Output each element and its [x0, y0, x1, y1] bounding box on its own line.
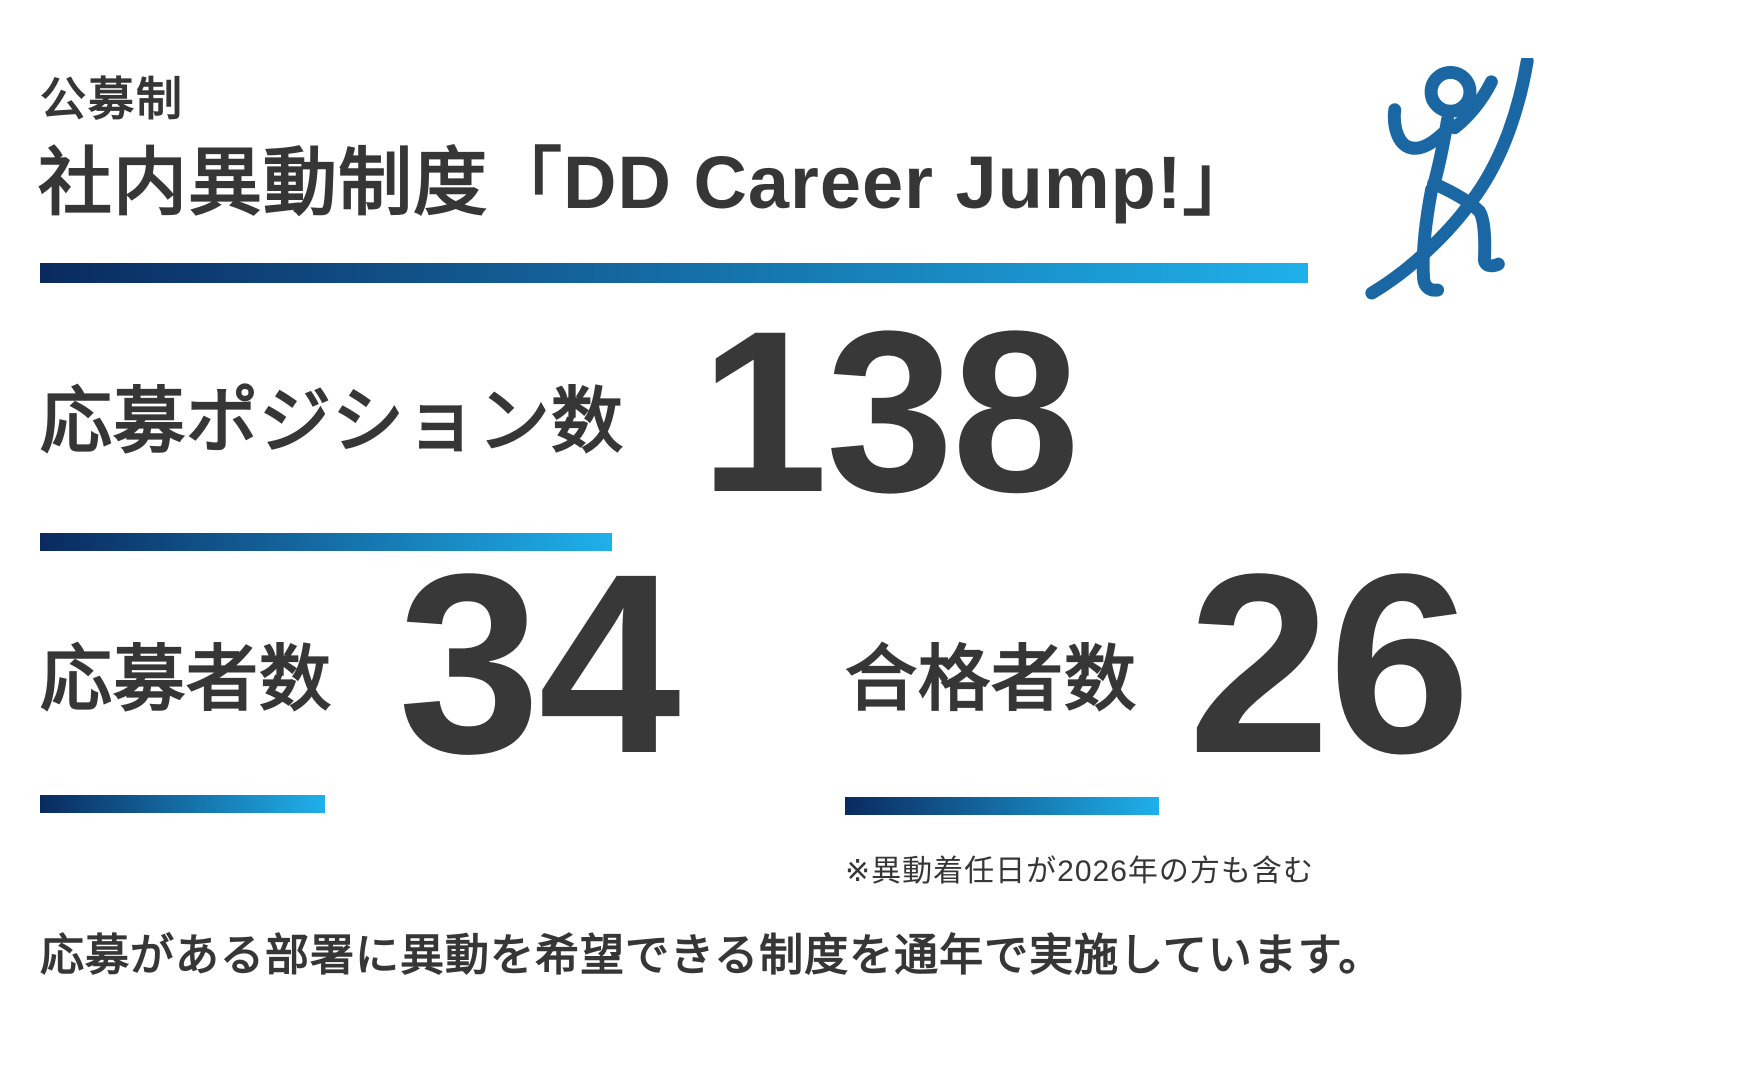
stat-positions-value: 138	[700, 283, 1080, 540]
stat-applicants-underline-bar	[40, 795, 325, 813]
jumping-person-icon	[1352, 54, 1568, 302]
stat-applicants-label: 応募者数	[40, 640, 333, 720]
stat-passed-value: 26	[1188, 521, 1471, 807]
page-title: 社内異動制度「DD Career Jump!」	[38, 141, 1258, 224]
stat-positions-label: 応募ポジション数	[40, 382, 625, 462]
stat-passed-note: ※異動着任日が2026年の方も含む	[845, 855, 1314, 888]
title-underline-bar	[40, 263, 1308, 283]
stat-passed-label: 合格者数	[845, 640, 1138, 720]
stat-applicants-value: 34	[398, 521, 681, 807]
kicker-heading: 公募制	[40, 73, 184, 125]
stat-passed-underline-bar	[845, 797, 1159, 815]
program-description: 応募がある部署に異動を希望できる制度を通年で実施しています。	[40, 931, 1384, 980]
stat-positions-underline-bar	[40, 533, 612, 551]
